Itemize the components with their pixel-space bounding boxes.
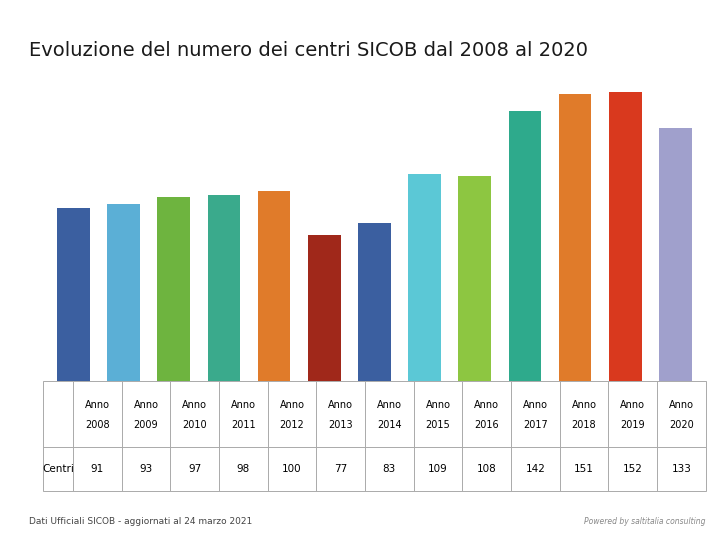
Text: 91: 91 [91,464,104,474]
Bar [660,129,692,381]
Text: 109: 109 [428,464,448,474]
Text: Anno: Anno [669,400,694,410]
Text: 2013: 2013 [328,420,353,430]
Text: Anno: Anno [572,400,596,410]
Text: Anno: Anno [133,400,158,410]
Bar [258,191,290,381]
Text: Anno: Anno [231,400,256,410]
Bar [158,197,190,381]
Text: Anno: Anno [523,400,548,410]
Bar [508,111,541,381]
Text: 151: 151 [574,464,594,474]
Text: Anno: Anno [620,400,645,410]
Text: 2019: 2019 [621,420,645,430]
Text: 2017: 2017 [523,420,548,430]
Text: Anno: Anno [377,400,402,410]
Text: 152: 152 [623,464,642,474]
Text: 93: 93 [140,464,153,474]
Text: 2015: 2015 [426,420,450,430]
Bar [308,234,341,381]
Text: Anno: Anno [426,400,451,410]
Text: Evoluzione del numero dei centri SICOB dal 2008 al 2020: Evoluzione del numero dei centri SICOB d… [29,40,588,59]
Text: Centri: Centri [42,464,74,474]
Text: 100: 100 [282,464,302,474]
Bar [207,195,240,381]
Bar [57,208,89,381]
Text: Dati Ufficiali SICOB - aggiornati al 24 marzo 2021: Dati Ufficiali SICOB - aggiornati al 24 … [29,517,252,526]
Text: Anno: Anno [182,400,207,410]
Bar [609,92,642,381]
Text: Anno: Anno [85,400,110,410]
Bar [408,174,441,381]
Bar [358,223,391,381]
Text: 98: 98 [237,464,250,474]
Text: 108: 108 [477,464,497,474]
Text: 2010: 2010 [182,420,207,430]
Text: 133: 133 [671,464,691,474]
Text: 2009: 2009 [134,420,158,430]
Text: 2016: 2016 [474,420,499,430]
Text: 2012: 2012 [279,420,305,430]
Text: 2018: 2018 [572,420,596,430]
Text: Anno: Anno [474,400,499,410]
Text: 2008: 2008 [85,420,109,430]
Text: Anno: Anno [279,400,305,410]
Bar [107,204,140,381]
Text: 77: 77 [334,464,347,474]
Text: 83: 83 [382,464,396,474]
Text: 142: 142 [526,464,545,474]
Text: Powered by saltitalia consulting: Powered by saltitalia consulting [584,517,706,526]
Text: 97: 97 [188,464,202,474]
Text: 2014: 2014 [377,420,402,430]
Text: 2020: 2020 [669,420,693,430]
Bar [459,176,491,381]
Bar [559,94,591,381]
Text: 2011: 2011 [231,420,256,430]
Text: Anno: Anno [328,400,353,410]
